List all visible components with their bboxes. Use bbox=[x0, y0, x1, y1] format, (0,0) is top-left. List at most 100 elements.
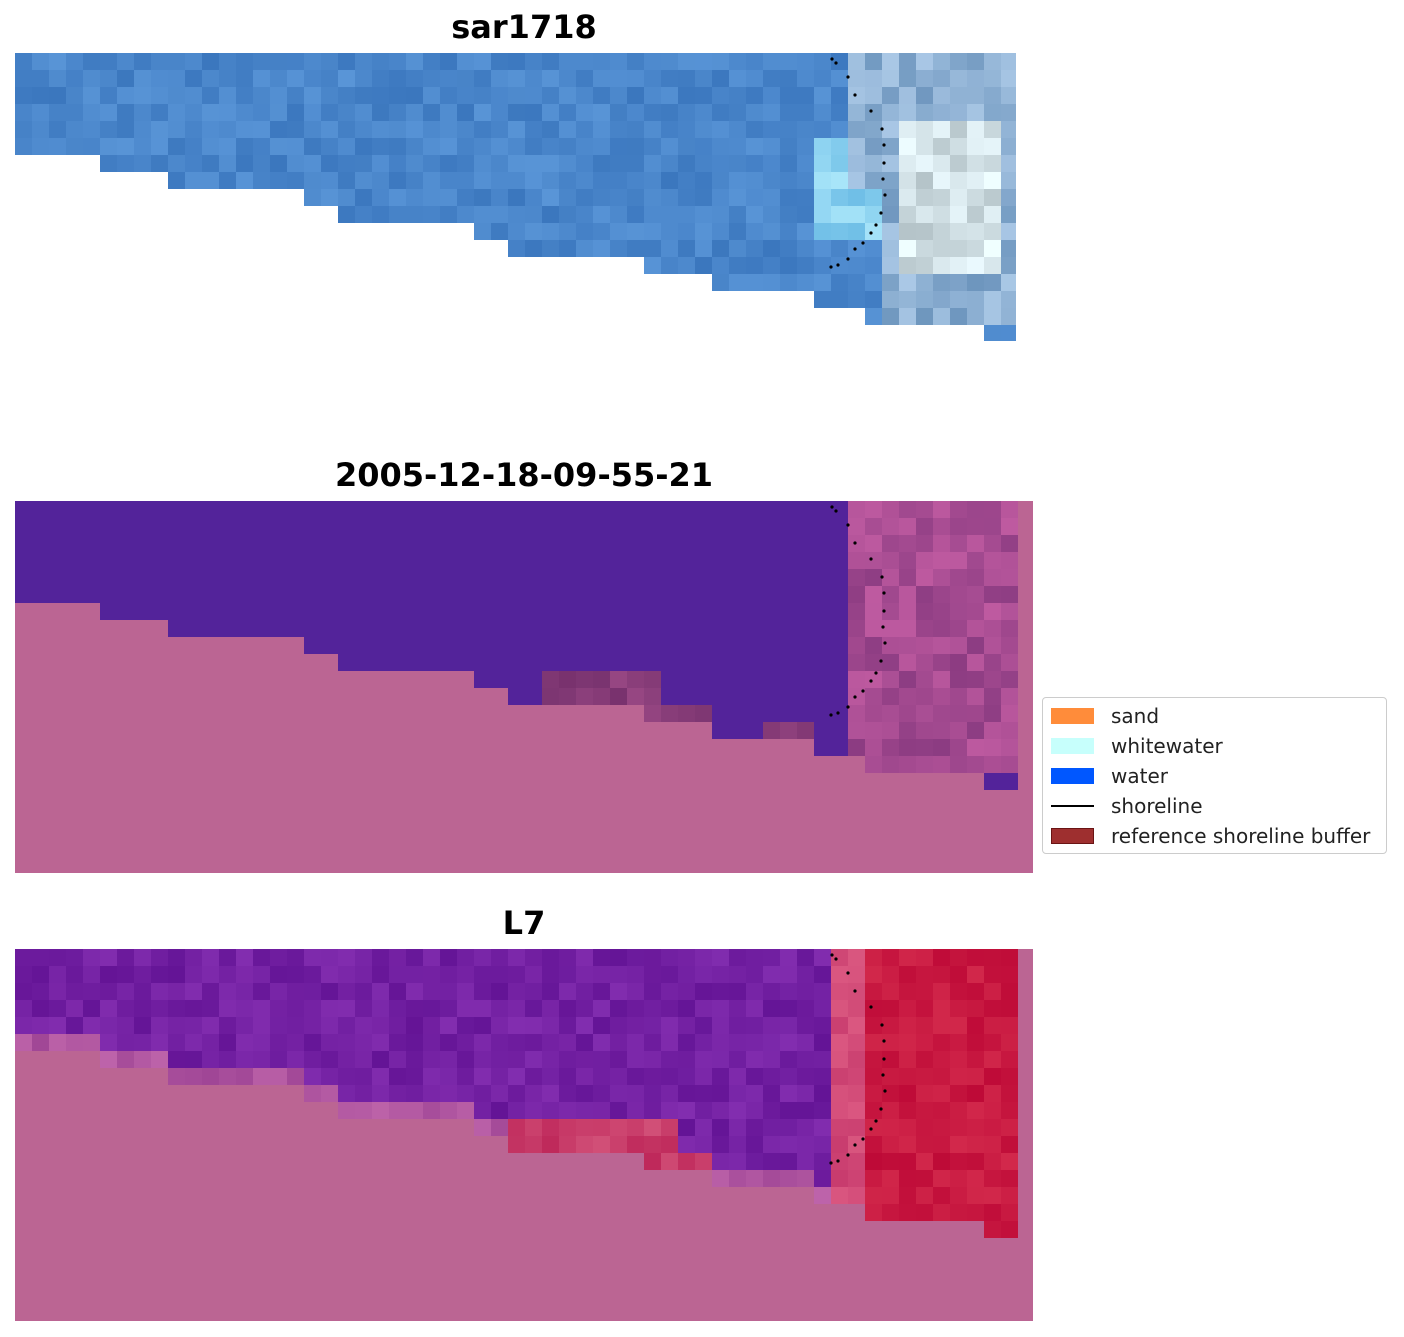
rgb-pixel bbox=[678, 53, 695, 70]
index-pixel bbox=[916, 1000, 933, 1017]
class-pixel bbox=[593, 654, 610, 671]
class-pixel bbox=[525, 535, 542, 552]
class-pixel bbox=[746, 518, 763, 535]
panel-title-index: L7 bbox=[502, 904, 546, 942]
index-pixel bbox=[644, 1068, 661, 1085]
rgb-pixel bbox=[729, 189, 746, 206]
index-pixel bbox=[593, 966, 610, 983]
rgb-pixel bbox=[695, 87, 712, 104]
rgb-pixel bbox=[474, 206, 491, 223]
class-pixel bbox=[814, 739, 831, 756]
class-pixel bbox=[644, 654, 661, 671]
class-pixel bbox=[355, 535, 372, 552]
class-pixel bbox=[389, 535, 406, 552]
index-pixel bbox=[270, 983, 287, 1000]
rgb-pixel bbox=[117, 121, 134, 138]
class-pixel bbox=[831, 569, 848, 586]
index-pixel bbox=[661, 983, 678, 1000]
class-pixel bbox=[236, 620, 253, 637]
index-pixel bbox=[525, 1017, 542, 1034]
rgb-pixel bbox=[729, 172, 746, 189]
index-pixel bbox=[321, 966, 338, 983]
class-pixel bbox=[865, 739, 882, 756]
legend-item-reference-buffer: reference shoreline buffer bbox=[1051, 824, 1370, 848]
class-pixel bbox=[151, 569, 168, 586]
class-pixel bbox=[916, 671, 933, 688]
rgb-pixel bbox=[797, 240, 814, 257]
rgb-pixel bbox=[644, 104, 661, 121]
class-pixel bbox=[508, 586, 525, 603]
index-pixel bbox=[627, 1034, 644, 1051]
class-pixel bbox=[1001, 671, 1018, 688]
index-pixel bbox=[185, 983, 202, 1000]
rgb-pixel bbox=[1001, 172, 1016, 189]
index-pixel bbox=[49, 966, 66, 983]
index-pixel bbox=[610, 966, 627, 983]
index-pixel bbox=[933, 1068, 950, 1085]
index-pixel bbox=[593, 1119, 610, 1136]
rgb-pixel bbox=[525, 172, 542, 189]
rgb-pixel bbox=[593, 206, 610, 223]
rgb-pixel bbox=[916, 172, 933, 189]
rgb-pixel bbox=[338, 138, 355, 155]
index-pixel bbox=[746, 1000, 763, 1017]
rgb-pixel bbox=[457, 189, 474, 206]
index-pixel bbox=[967, 1119, 984, 1136]
rgb-pixel bbox=[1001, 138, 1016, 155]
class-pixel bbox=[508, 552, 525, 569]
class-pixel bbox=[831, 722, 848, 739]
class-pixel bbox=[882, 518, 899, 535]
shoreline-point bbox=[861, 689, 865, 693]
index-pixel bbox=[814, 983, 831, 1000]
index-pixel bbox=[865, 1051, 882, 1068]
class-pixel bbox=[559, 654, 576, 671]
index-pixel bbox=[32, 966, 49, 983]
index-pixel bbox=[763, 1017, 780, 1034]
class-pixel bbox=[219, 586, 236, 603]
index-pixel bbox=[729, 1153, 746, 1170]
rgb-pixel bbox=[508, 121, 525, 138]
rgb-pixel bbox=[865, 172, 882, 189]
rgb-pixel bbox=[865, 308, 882, 325]
index-pixel bbox=[474, 983, 491, 1000]
rgb-pixel bbox=[202, 104, 219, 121]
rgb-pixel bbox=[967, 121, 984, 138]
class-pixel bbox=[168, 535, 185, 552]
index-pixel bbox=[134, 983, 151, 1000]
rgb-pixel bbox=[763, 189, 780, 206]
index-pixel bbox=[491, 1017, 508, 1034]
rgb-pixel bbox=[1001, 87, 1016, 104]
rgb-pixel bbox=[763, 257, 780, 274]
rgb-pixel bbox=[780, 240, 797, 257]
class-pixel bbox=[627, 535, 644, 552]
rgb-pixel bbox=[525, 53, 542, 70]
rgb-pixel bbox=[355, 121, 372, 138]
index-pixel bbox=[321, 1017, 338, 1034]
index-pixel bbox=[814, 1102, 831, 1119]
index-pixel bbox=[474, 1068, 491, 1085]
index-pixel bbox=[627, 1136, 644, 1153]
class-pixel bbox=[746, 671, 763, 688]
index-pixel bbox=[253, 966, 270, 983]
class-pixel bbox=[644, 637, 661, 654]
rgb-pixel bbox=[610, 223, 627, 240]
index-pixel bbox=[559, 949, 576, 966]
class-pixel bbox=[950, 654, 967, 671]
index-pixel bbox=[695, 1153, 712, 1170]
index-pixel bbox=[219, 1034, 236, 1051]
class-pixel bbox=[967, 586, 984, 603]
rgb-pixel bbox=[338, 206, 355, 223]
index-pixel bbox=[372, 1000, 389, 1017]
class-pixel bbox=[389, 637, 406, 654]
index-pixel bbox=[1001, 983, 1018, 1000]
index-pixel bbox=[593, 1017, 610, 1034]
index-pixel bbox=[610, 1085, 627, 1102]
rgb-pixel bbox=[15, 70, 32, 87]
rgb-pixel bbox=[644, 121, 661, 138]
class-pixel bbox=[933, 535, 950, 552]
index-pixel bbox=[678, 1119, 695, 1136]
class-pixel bbox=[780, 637, 797, 654]
class-pixel bbox=[899, 620, 916, 637]
rgb-pixel bbox=[644, 223, 661, 240]
class-pixel bbox=[559, 586, 576, 603]
